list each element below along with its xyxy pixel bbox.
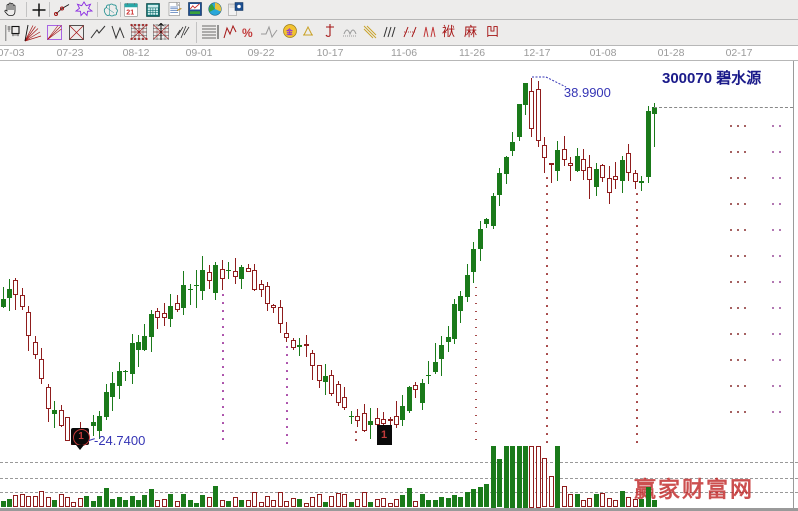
svg-text:凹: 凹 — [486, 24, 499, 39]
svg-text:袱: 袱 — [442, 24, 455, 39]
svg-text:%: % — [242, 26, 253, 40]
svg-text:麻: 麻 — [464, 24, 477, 39]
svg-text:21: 21 — [126, 10, 134, 17]
svg-text:金: 金 — [285, 27, 293, 36]
